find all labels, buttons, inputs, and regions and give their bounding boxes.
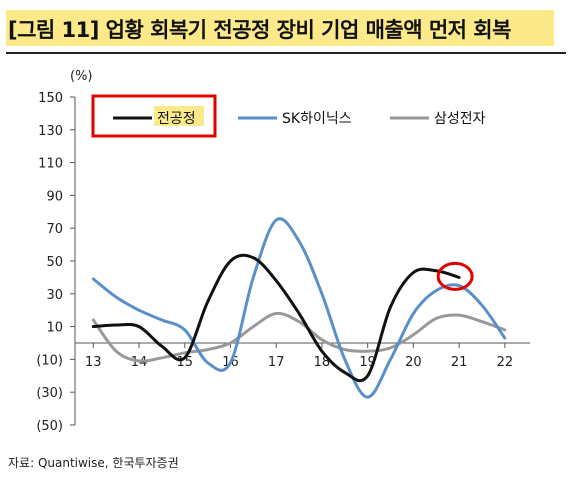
legend-label: 삼성전자 xyxy=(434,111,486,127)
y-unit-label: (%) xyxy=(70,69,93,84)
legend-highlight-box xyxy=(91,94,217,138)
y-tick-label: 30 xyxy=(46,288,63,303)
x-tick-label: 21 xyxy=(451,355,468,370)
legend-label-highlight xyxy=(154,106,204,126)
y-tick-label: 150 xyxy=(38,91,63,106)
series-line-0 xyxy=(91,253,461,383)
x-tick-label: 13 xyxy=(85,355,102,370)
series-line-1 xyxy=(91,217,507,399)
source-note: 자료: Quantiwise, 한국투자증권 xyxy=(8,456,179,470)
legend-label: 전공정 xyxy=(157,111,196,127)
x-tick-label: 22 xyxy=(497,355,514,370)
series-line-2 xyxy=(91,311,507,363)
chart-title: [그림 11] 업황 회복기 전공정 장비 기업 매출액 먼저 회복 xyxy=(8,18,511,42)
y-tick-label: 130 xyxy=(38,124,63,139)
title-highlight xyxy=(6,10,554,46)
y-tick-label: 90 xyxy=(46,189,63,204)
y-tick-label: (30) xyxy=(36,386,63,401)
y-tick-label: (50) xyxy=(36,419,63,434)
y-tick-label: 10 xyxy=(46,321,63,336)
title-underline xyxy=(6,52,566,54)
legend-label: SK하이닉스 xyxy=(282,111,352,127)
x-tick-label: 18 xyxy=(314,355,331,370)
y-tick-label: 110 xyxy=(38,157,63,172)
y-tick-label: (10) xyxy=(36,353,63,368)
y-tick-label: 50 xyxy=(46,255,63,270)
y-tick-label: 70 xyxy=(46,222,63,237)
highlight-circle xyxy=(436,261,474,291)
x-tick-label: 20 xyxy=(405,355,422,370)
x-tick-label: 17 xyxy=(268,355,285,370)
title-block: [그림 11] 업황 회복기 전공정 장비 기업 매출액 먼저 회복 xyxy=(0,0,577,58)
